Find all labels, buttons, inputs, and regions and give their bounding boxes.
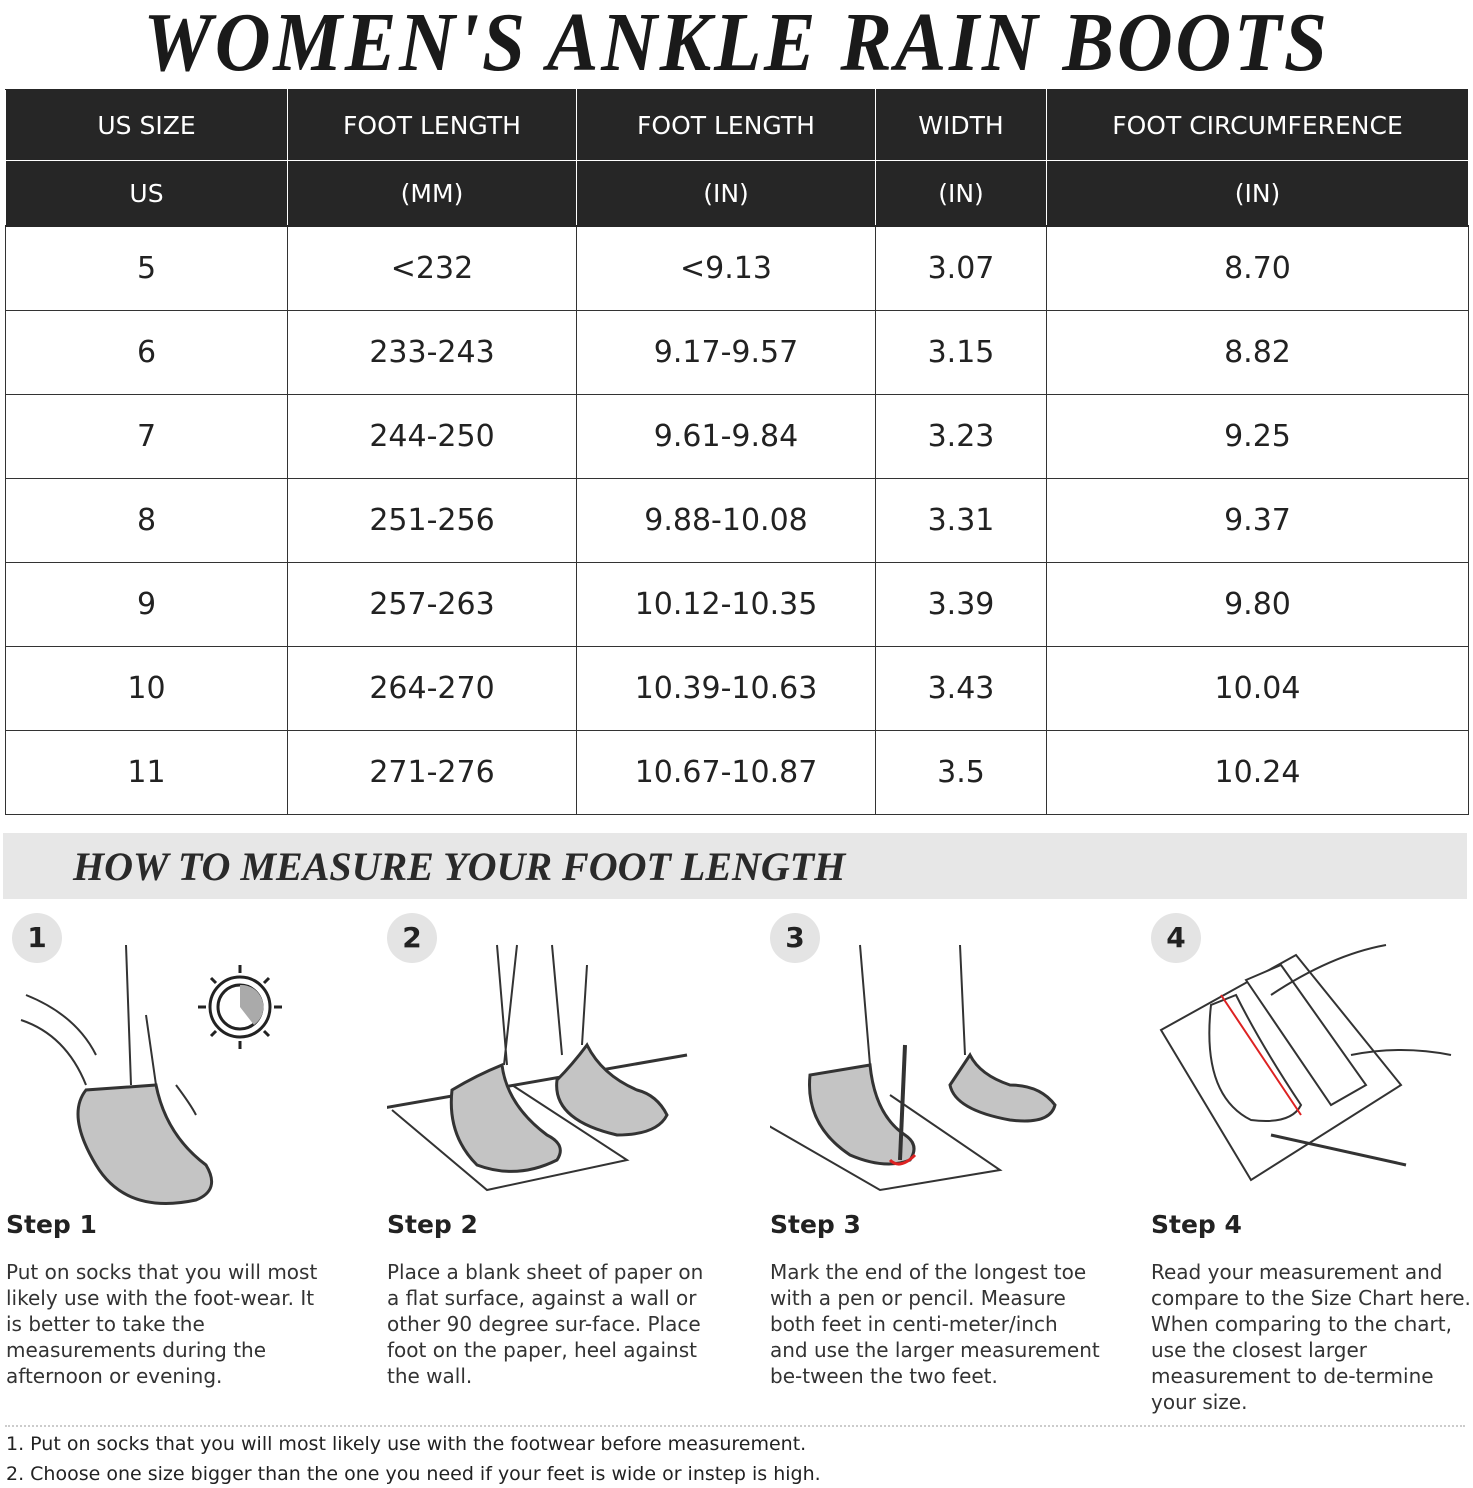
table-cell: 251-256 [287,478,577,563]
feet-on-paper-illustration [387,944,688,1192]
table-row: 11 271-276 10.67-10.87 3.5 10.24 [5,730,1469,815]
table-cell: 3.39 [875,562,1047,647]
table-row: 5 <232 <9.13 3.07 8.70 [5,225,1469,311]
sock-on-foot-illustration [20,944,282,1205]
step-title: Step 3 [770,1210,861,1239]
table-cell: 264-270 [287,646,577,731]
table-cell: 9.25 [1046,394,1469,479]
section-banner: HOW TO MEASURE YOUR FOOT LENGTH [3,833,1467,899]
column-unit: (MM) [287,160,577,227]
step-badge: 2 [387,913,437,963]
note-1: 1. Put on socks that you will most likel… [6,1433,807,1455]
page-title: WOMEN'S ANKLE RAIN BOOTS [143,0,1330,89]
table-cell: 10 [5,646,288,731]
table-cell: 244-250 [287,394,577,479]
size-chart-table: US SIZE FOOT LENGTH FOOT LENGTH WIDTH FOOT C… [5,89,1469,815]
table-cell: 10.24 [1046,730,1469,815]
table-cell: 3.31 [875,478,1047,563]
table-row: 6 233-243 9.17-9.57 3.15 8.82 [5,310,1469,395]
table-cell: 9 [5,562,288,647]
column-header: FOOT CIRCUMFERENCE [1046,89,1469,161]
table-cell: 9.61-9.84 [576,394,876,479]
column-unit: (IN) [875,160,1047,227]
table-cell: 3.23 [875,394,1047,479]
table-row: 9 257-263 10.12-10.35 3.39 9.80 [5,562,1469,647]
table-cell: <232 [287,225,577,311]
table-cell: 7 [5,394,288,479]
table-cell: 8.82 [1046,310,1469,395]
table-row: 10 264-270 10.39-10.63 3.43 10.04 [5,646,1469,731]
step-text: Place a blank sheet of paper on a flat s… [387,1260,704,1388]
step-badge: 4 [1151,913,1201,963]
table-cell: 3.43 [875,646,1047,731]
table-cell: 9.80 [1046,562,1469,647]
table-cell: 3.5 [875,730,1047,815]
table-row: 8 251-256 9.88-10.08 3.31 9.37 [5,478,1469,563]
column-unit: (IN) [576,160,876,227]
table-cell: 10.04 [1046,646,1469,731]
table-cell: 9.17-9.57 [576,310,876,395]
step-badge: 3 [770,913,820,963]
step-badge: 1 [12,913,62,963]
step-title: Step 4 [1151,1210,1242,1239]
table-cell: <9.13 [576,225,876,311]
table-cell: 8.70 [1046,225,1469,311]
step-text: Mark the end of the longest toe with a p… [770,1260,1100,1388]
column-header: US SIZE [5,89,288,161]
step-text: Put on socks that you will most likely u… [6,1260,318,1388]
table-cell: 11 [5,730,288,815]
table-cell: 9.37 [1046,478,1469,563]
section-heading: HOW TO MEASURE YOUR FOOT LENGTH [73,844,846,889]
table-cell: 257-263 [287,562,577,647]
header-unit-row: US (MM) (IN) (IN) (IN) [5,160,1469,227]
table-cell: 5 [5,225,288,311]
header-row: US SIZE FOOT LENGTH FOOT LENGTH WIDTH FOOT C… [5,89,1469,161]
column-unit: (IN) [1046,160,1469,227]
table-cell: 3.15 [875,310,1047,395]
table-cell: 3.07 [875,225,1047,311]
mark-toe-illustration [770,944,1057,1192]
column-unit: US [5,160,288,227]
divider [5,1425,1465,1427]
clock-sun-icon [198,965,282,1049]
table-cell: 10.12-10.35 [576,562,876,647]
step-text: Read your measurement and compare to the… [1151,1260,1471,1414]
column-header: FOOT LENGTH [576,89,876,161]
table-cell: 233-243 [287,310,577,395]
table-cell: 10.67-10.87 [576,730,876,815]
table-cell: 10.39-10.63 [576,646,876,731]
table-cell: 8 [5,478,288,563]
step-title: Step 1 [6,1210,97,1239]
table-cell: 9.88-10.08 [576,478,876,563]
table-cell: 271-276 [287,730,577,815]
column-header: WIDTH [875,89,1047,161]
table-row: 7 244-250 9.61-9.84 3.23 9.25 [5,394,1469,479]
note-2: 2. Choose one size bigger than the one y… [6,1463,821,1485]
read-ruler-illustration [1159,944,1452,1182]
step-title: Step 2 [387,1210,478,1239]
column-header: FOOT LENGTH [287,89,577,161]
table-cell: 6 [5,310,288,395]
